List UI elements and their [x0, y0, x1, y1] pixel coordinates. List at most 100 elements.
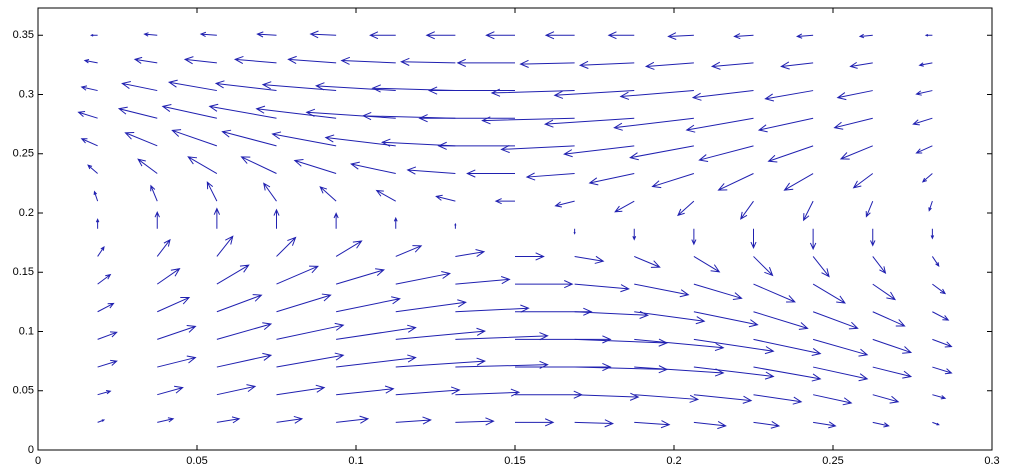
arrow [932, 311, 950, 321]
arrow [836, 90, 873, 101]
arrow [519, 59, 575, 68]
arrow [216, 416, 241, 424]
arrow [395, 357, 487, 368]
arrow [80, 138, 98, 147]
y-tick-label: 0.2 [19, 207, 34, 219]
arrow [515, 362, 612, 372]
arrow [455, 276, 511, 285]
arrow [553, 90, 635, 99]
arrow [753, 366, 822, 382]
arrow [634, 338, 725, 352]
arrow [698, 145, 754, 163]
arrow [276, 384, 326, 396]
arrow [276, 352, 345, 368]
arrow [515, 252, 545, 261]
arrow [619, 90, 694, 100]
arrow [872, 256, 887, 275]
arrow [753, 283, 796, 303]
arrow [206, 181, 218, 202]
arrow [767, 145, 814, 163]
arrow [395, 327, 487, 340]
arrow [121, 81, 158, 92]
x-tick-label: 0.2 [666, 455, 681, 467]
arrow [796, 33, 814, 39]
arrow [97, 331, 118, 340]
arrow [287, 55, 337, 64]
arrow [651, 173, 695, 189]
arrow [124, 132, 158, 147]
arrow [852, 173, 874, 189]
arrow [574, 255, 605, 264]
y-tick-label: 0.25 [13, 148, 34, 160]
arrow [607, 31, 635, 40]
y-tick-label: 0.05 [13, 385, 34, 397]
arrow [335, 240, 363, 257]
arrow [693, 256, 721, 273]
arrow [858, 33, 873, 39]
arrow [915, 145, 933, 154]
arrow [97, 359, 118, 368]
arrow [833, 117, 873, 130]
arrow [693, 421, 727, 430]
arrow [753, 420, 781, 429]
arrow [340, 56, 396, 65]
arrow [872, 283, 897, 301]
arrow [932, 366, 953, 375]
arrow [350, 161, 396, 174]
arrow [634, 255, 661, 268]
arrow [780, 61, 814, 70]
arrow [276, 293, 332, 313]
arrow [573, 228, 576, 235]
y-tick-label: 0.35 [13, 29, 34, 41]
arrow [435, 194, 456, 202]
arrow [97, 419, 106, 423]
arrow [157, 355, 197, 368]
arrow [693, 366, 775, 380]
arrow [764, 90, 814, 102]
arrow [393, 216, 398, 229]
arrow [932, 283, 947, 295]
arrow [813, 394, 853, 406]
arrow [319, 186, 337, 202]
arrow [753, 394, 803, 405]
arrow [872, 421, 890, 428]
arrow [324, 134, 396, 147]
arrow [803, 200, 814, 222]
arrow [137, 158, 158, 174]
arrow [395, 299, 467, 313]
y-tick-label: 0.15 [13, 266, 34, 278]
arrow [214, 80, 277, 92]
arrow [634, 311, 706, 325]
arrow [157, 325, 197, 340]
arrow [216, 235, 234, 257]
arrow [515, 280, 574, 289]
arrow [333, 212, 339, 229]
arrow [199, 31, 217, 38]
arrow [95, 218, 100, 229]
arrow [753, 338, 822, 356]
arrow [455, 417, 495, 426]
arrow [395, 386, 461, 396]
arrow [154, 210, 160, 229]
arrow [525, 172, 575, 181]
arrow [454, 222, 457, 229]
arrow [157, 297, 191, 313]
arrow [693, 283, 743, 300]
arrow [932, 421, 940, 426]
arrow [157, 385, 184, 396]
arrow [157, 417, 175, 423]
arrow [156, 268, 181, 285]
arrow [273, 208, 280, 229]
arrow [455, 248, 486, 257]
arrow [849, 61, 873, 69]
arrow [375, 189, 396, 202]
arrow [455, 332, 549, 341]
arrow [918, 62, 933, 67]
x-tick-label: 0.1 [348, 455, 363, 467]
arrow [150, 184, 158, 202]
arrow [872, 338, 913, 354]
arrow [161, 104, 217, 119]
arrow [574, 283, 630, 293]
arrow [336, 415, 370, 424]
arrow [932, 394, 947, 400]
